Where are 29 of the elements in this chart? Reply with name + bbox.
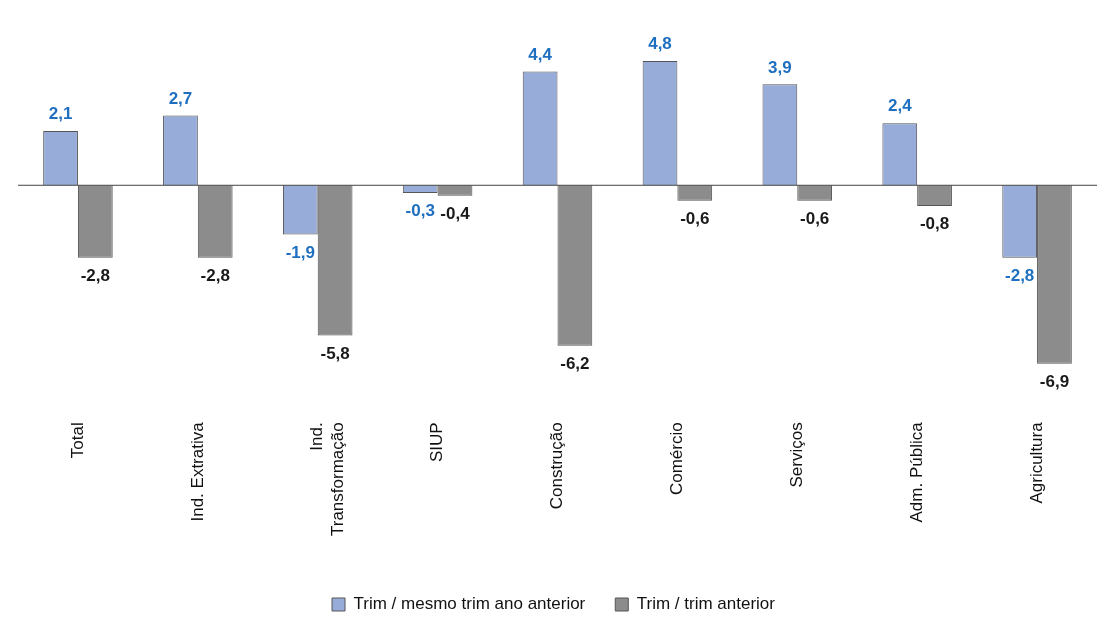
legend-label: Trim / mesmo trim ano anterior	[353, 594, 586, 614]
data-label: -6,9	[1039, 372, 1070, 392]
x-tick-label: Adm. Pública	[906, 421, 926, 523]
data-label: 2,7	[168, 88, 193, 108]
legend-label: Trim / trim anterior	[636, 594, 776, 614]
data-label: -0,8	[919, 214, 950, 234]
x-tick-label: Total	[67, 422, 87, 459]
x-tick-label: Agricultura	[1026, 421, 1046, 504]
x-tick-label: Serviços	[786, 422, 806, 488]
data-label: -0,6	[680, 208, 710, 228]
data-label: -0,3	[405, 201, 435, 221]
data-label: -0,6	[800, 208, 830, 228]
data-label: -6,2	[560, 353, 590, 373]
data-label: 4,4	[528, 44, 553, 64]
data-label: 2,4	[887, 96, 913, 116]
x-tick-label: Construção	[547, 422, 567, 510]
data-label: 3,9	[768, 57, 792, 77]
x-tick-label: SIUP	[427, 422, 447, 462]
x-tick-label: Ind. Transformação	[307, 422, 347, 536]
data-label: -1,9	[285, 242, 315, 262]
x-tick-label: Ind. Extrativa	[187, 421, 207, 522]
data-label: -5,8	[320, 343, 350, 363]
x-tick-label: Comércio	[667, 422, 687, 496]
data-label: 4,8	[648, 34, 672, 54]
data-label: -2,8	[200, 265, 230, 285]
data-label: -2,8	[1005, 265, 1035, 285]
data-label: -0,4	[440, 203, 471, 223]
data-label: 2,1	[48, 104, 73, 124]
data-label: -2,8	[80, 265, 110, 285]
